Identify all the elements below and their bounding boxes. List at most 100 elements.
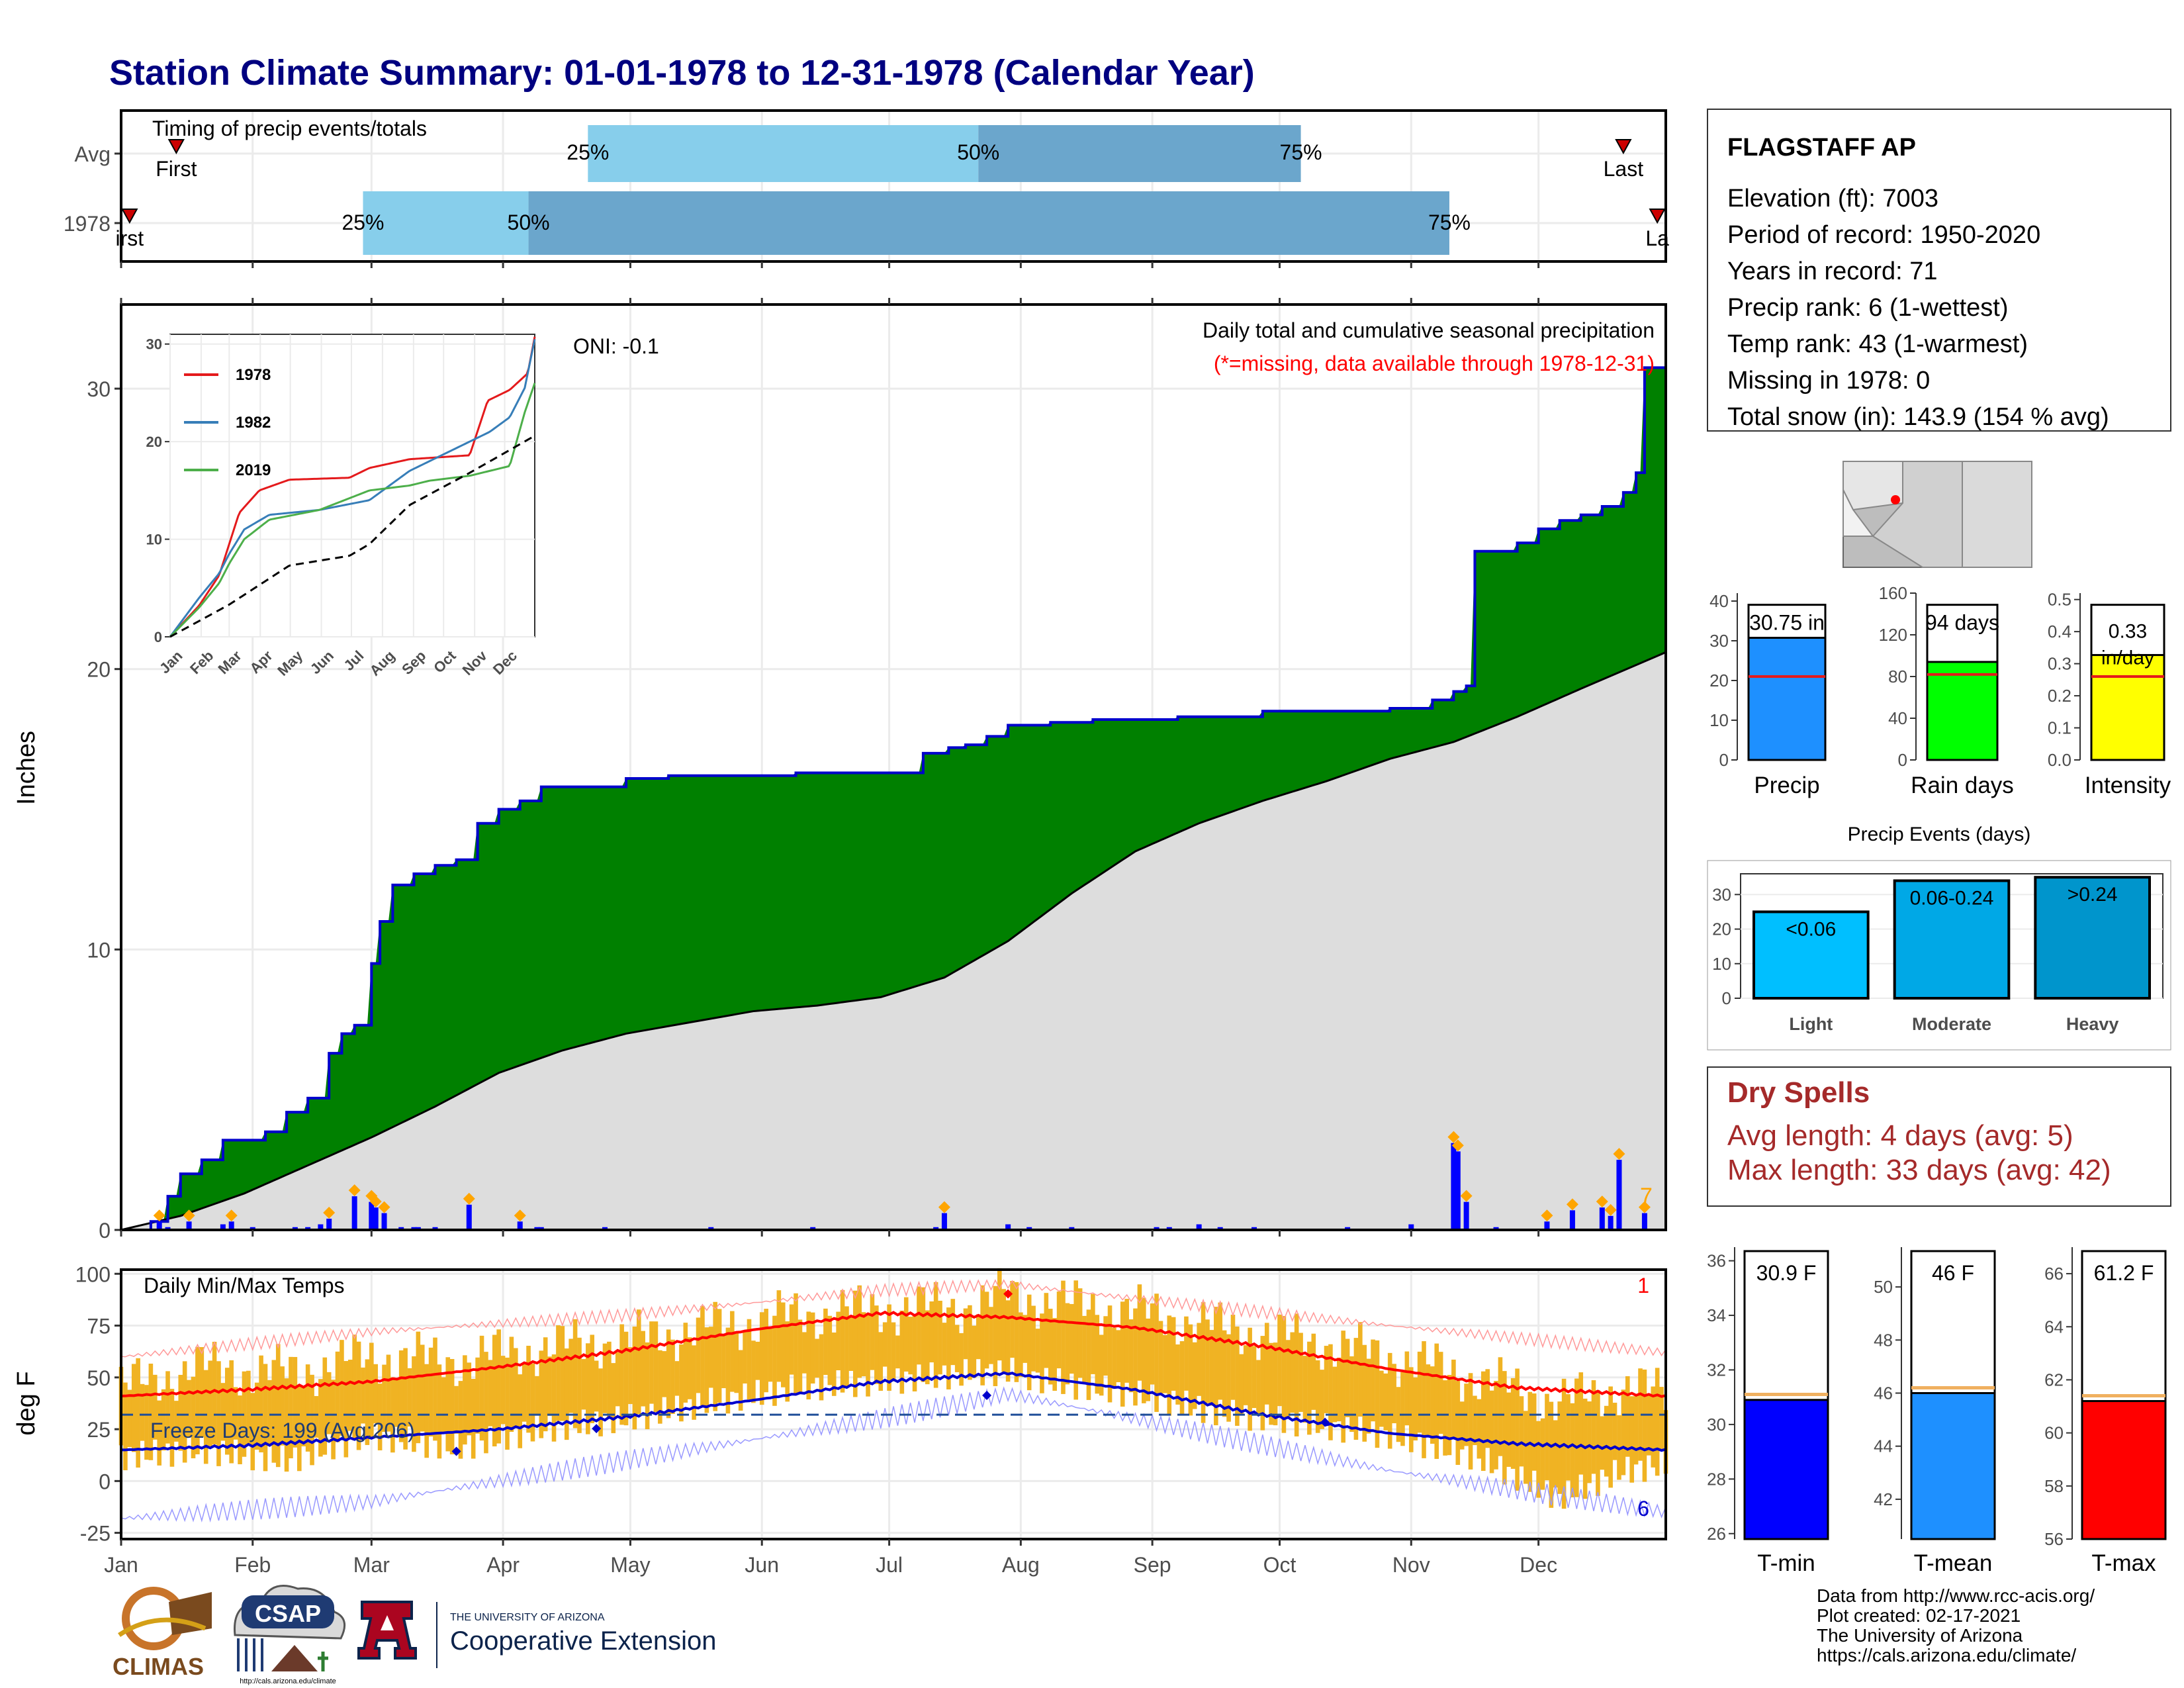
daily-temp-bar — [271, 1360, 277, 1463]
temp-bar-tick: 58 — [2044, 1476, 2064, 1496]
daily-temp-bar — [1205, 1319, 1210, 1403]
daily-temp-bar — [1040, 1313, 1044, 1393]
daily-temp-bar — [1077, 1288, 1083, 1378]
daily-temp-bar — [514, 1348, 518, 1427]
daily-temp-bar — [123, 1382, 128, 1471]
record-high-marker — [1003, 1289, 1013, 1299]
daily-temp-bar — [866, 1315, 870, 1397]
daily-temp-bar — [1417, 1351, 1422, 1433]
daily-temp-bar — [1218, 1302, 1223, 1400]
daily-temp-bar — [836, 1311, 841, 1371]
daily-temp-bar — [1269, 1342, 1273, 1425]
daily-temp-bar — [607, 1341, 612, 1418]
daily-temp-bar — [318, 1379, 323, 1457]
daily-temp-bar — [1515, 1368, 1520, 1491]
daily-temp-bar — [131, 1364, 136, 1452]
daily-temp-bar — [1163, 1335, 1167, 1393]
daily-temp-bar — [785, 1321, 790, 1402]
temp-bar-value-label: 61.2 F — [2094, 1261, 2154, 1285]
daily-temp-bar — [1659, 1387, 1664, 1451]
daily-temp-bar — [772, 1315, 777, 1406]
temp-bar-chart: 26 28 30 32 34 36 30.9 F T-min — [1707, 1247, 1829, 1576]
daily-temp-bar — [1069, 1303, 1074, 1374]
daily-temp-bar — [861, 1312, 866, 1377]
daily-precip-bar — [369, 1201, 375, 1230]
timing-last-label: Last — [1604, 157, 1644, 181]
daily-temp-bar — [471, 1378, 476, 1459]
timing-bar-second-half — [978, 125, 1301, 182]
daily-temp-bar — [1099, 1335, 1104, 1396]
timing-bar-first-half — [363, 191, 529, 255]
timing-bar-second-half — [528, 191, 1449, 255]
daily-temp-bar — [794, 1293, 798, 1394]
daily-temp-bar — [428, 1347, 433, 1437]
events-bar — [2034, 876, 2151, 1000]
credit-line: Data from http://www.rcc-acis.org/ — [1817, 1585, 2095, 1606]
credit-line: Plot created: 02-17-2021 — [1817, 1605, 2021, 1626]
normal-cumulative-line — [120, 651, 1666, 1231]
month-tick-label: Nov — [1392, 1553, 1430, 1577]
daily-temp-bar — [1502, 1371, 1507, 1485]
daily-precip-marker — [1460, 1190, 1473, 1202]
timing-last-marker — [1649, 209, 1666, 224]
daily-temp-bar — [590, 1335, 595, 1423]
oni-label: ONI: -0.1 — [573, 334, 659, 358]
cumulative-1978-line — [121, 366, 1666, 1231]
daily-temp-bar — [1408, 1367, 1414, 1452]
daily-temp-bar — [416, 1331, 421, 1444]
daily-temp-bar — [301, 1385, 306, 1446]
daily-temp-bar — [1621, 1389, 1626, 1476]
normal-min-line — [120, 1371, 1666, 1452]
daily-precip-marker — [1596, 1196, 1608, 1208]
daily-temp-bar — [148, 1364, 154, 1460]
mini-bar-tick: 80 — [1888, 667, 1907, 686]
timing-row-label: Avg — [74, 142, 111, 166]
daily-temp-bar — [704, 1327, 709, 1413]
daily-temp-bar — [165, 1371, 170, 1444]
daily-temp-bar — [1226, 1334, 1231, 1422]
daily-temp-bar — [708, 1327, 713, 1388]
mini-bar-tick: 0.3 — [2048, 654, 2071, 674]
outlier-count: 7 — [1640, 1184, 1653, 1209]
daily-temp-bar — [641, 1331, 645, 1407]
daily-precip-bar — [228, 1221, 234, 1230]
daily-temp-bar — [275, 1344, 281, 1468]
daily-temp-bar — [1353, 1338, 1359, 1440]
daily-temp-bar — [267, 1380, 272, 1446]
daily-temp-bar — [220, 1383, 226, 1441]
daily-temp-bar — [347, 1360, 353, 1431]
events-bar-label: Light — [1789, 1014, 1833, 1034]
month-tick-label: Jul — [876, 1553, 903, 1577]
daily-temp-bar — [263, 1364, 268, 1472]
daily-temp-bar — [1124, 1299, 1129, 1383]
daily-precip-marker — [1541, 1209, 1553, 1222]
daily-precip-bar — [1608, 1215, 1614, 1230]
daily-temp-bar — [377, 1383, 383, 1450]
timing-first-marker — [167, 139, 185, 155]
daily-temp-bar — [1451, 1359, 1456, 1438]
precip-y-tick: 30 — [87, 377, 111, 401]
daily-precip-marker — [1566, 1198, 1578, 1211]
record-max-line — [120, 1279, 1666, 1358]
daily-precip-bar — [1569, 1210, 1575, 1230]
daily-temp-bar — [802, 1332, 807, 1374]
temp-bar-tick: 50 — [1874, 1277, 1893, 1297]
daily-temp-bar — [1596, 1390, 1600, 1496]
daily-temp-bar — [479, 1335, 484, 1441]
daily-temp-bar — [1400, 1372, 1405, 1446]
daily-temp-bar — [895, 1335, 900, 1369]
daily-temp-bar — [1651, 1386, 1656, 1468]
daily-precip-marker — [225, 1209, 238, 1222]
daily-temp-bar — [454, 1385, 459, 1434]
summary-bar-charts: 0 10 20 30 40 30.75 in Precip 0 40 80 120 160 94 day… — [1709, 583, 2171, 798]
temp-title: Daily Min/Max Temps — [144, 1274, 344, 1297]
daily-temp-bar — [1086, 1309, 1091, 1400]
daily-temp-bar — [1154, 1293, 1159, 1412]
daily-temp-bar — [954, 1325, 960, 1372]
daily-temp-bar — [840, 1289, 845, 1393]
daily-temp-bar — [343, 1361, 349, 1458]
daily-temp-bar — [1107, 1305, 1113, 1403]
timing-last-marker — [1615, 139, 1632, 155]
